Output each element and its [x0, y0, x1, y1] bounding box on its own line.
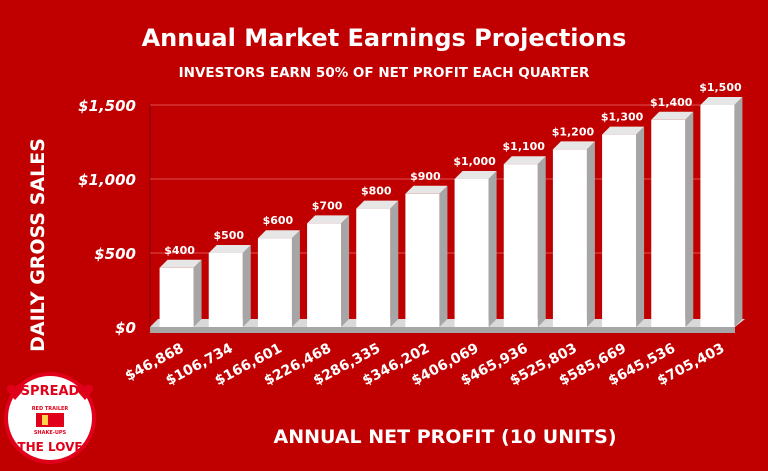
- x-axis-label: ANNUAL NET PROFIT (10 UNITS): [273, 426, 616, 448]
- bar-front: [454, 179, 489, 327]
- data-label: $1,500: [699, 81, 742, 94]
- logo-heart-right-icon: [76, 384, 94, 400]
- bar-front: [602, 134, 637, 327]
- bar: [503, 156, 546, 327]
- y-axis-label: DAILY GROSS SALES: [27, 138, 49, 352]
- bar-top: [208, 245, 251, 253]
- bar-front: [405, 193, 440, 327]
- bar-front: [208, 253, 243, 327]
- y-tick-label: $0: [115, 319, 136, 337]
- bar: [552, 141, 595, 327]
- bar-side: [636, 126, 645, 327]
- bar-side: [193, 259, 202, 327]
- bar-front: [257, 238, 292, 327]
- bar-side: [537, 156, 546, 327]
- data-label: $700: [312, 199, 343, 212]
- y-tick-label: $1,000: [78, 171, 136, 189]
- data-label: $1,000: [453, 155, 496, 168]
- y-tick-label: $1,500: [78, 97, 136, 115]
- chart-floor: [150, 319, 745, 333]
- x-axis-ticks: $46,868$106,734$166,601$226,468$286,335$…: [123, 340, 728, 389]
- data-label: $400: [164, 244, 195, 257]
- bar-front: [552, 149, 587, 327]
- bar-top: [503, 156, 546, 165]
- bar-top: [405, 185, 448, 194]
- logo-trailer-window-icon: [42, 415, 48, 425]
- bar-top: [307, 215, 350, 224]
- data-label: $500: [213, 229, 244, 242]
- bar-side: [390, 200, 399, 327]
- floor-top: [150, 319, 745, 327]
- data-label: $1,300: [601, 111, 644, 124]
- bar-top: [257, 230, 300, 239]
- chart-subtitle: INVESTORS EARN 50% OF NET PROFIT EACH QU…: [179, 65, 590, 81]
- logo-inner-top: RED TRAILER: [32, 406, 69, 412]
- bar-front: [356, 208, 391, 327]
- bar: [602, 126, 645, 327]
- bar-top: [602, 126, 645, 135]
- data-label: $800: [361, 185, 392, 198]
- bar-side: [586, 141, 595, 327]
- bar: [208, 245, 251, 327]
- floor-front: [150, 327, 735, 333]
- data-labels: $400 $500 $600 $700 $800 $900 $1,000 $1,100 $1,2…: [164, 81, 742, 257]
- bar: [700, 97, 743, 327]
- bar-top: [700, 97, 743, 105]
- bar-side: [685, 111, 694, 327]
- bar-top: [159, 259, 202, 268]
- bar-top: [552, 141, 595, 150]
- bar: [257, 230, 300, 327]
- bar-front: [700, 105, 735, 327]
- logo-text-top: SPREAD: [21, 384, 80, 399]
- bar: [307, 215, 350, 327]
- bar-front: [503, 164, 538, 327]
- y-axis-ticks: $0 $500 $1,000 $1,500: [78, 97, 136, 337]
- bars: [159, 97, 743, 327]
- logo-trailer-icon: [36, 413, 64, 427]
- bar-side: [439, 185, 448, 327]
- bar: [405, 185, 448, 327]
- chart-title: Annual Market Earnings Projections: [142, 24, 627, 52]
- logo-text-bottom: THE LOVE: [17, 440, 82, 454]
- data-label: $600: [263, 214, 294, 227]
- bar-side: [242, 245, 251, 327]
- y-tick-label: $500: [94, 245, 136, 263]
- bar-side: [488, 171, 497, 327]
- data-label: $1,100: [503, 140, 546, 153]
- bar-front: [159, 267, 194, 327]
- bar-top: [651, 111, 694, 120]
- logo-heart-left-icon: [6, 384, 24, 400]
- bar: [356, 200, 399, 327]
- data-label: $1,200: [552, 125, 595, 138]
- data-label: $900: [410, 170, 441, 183]
- bar-side: [291, 230, 300, 327]
- bar-top: [356, 200, 399, 209]
- bar: [159, 259, 202, 327]
- spread-the-love-logo: SPREAD RED TRAILER SHAKE-UPS THE LOVE: [4, 372, 96, 464]
- bar: [454, 171, 497, 327]
- bar-side: [734, 97, 743, 327]
- bar-top: [454, 171, 497, 179]
- bar-front: [307, 223, 342, 327]
- bar: [651, 111, 694, 327]
- bar-side: [341, 215, 350, 327]
- data-label: $1,400: [650, 96, 693, 109]
- logo-inner-bottom: SHAKE-UPS: [34, 430, 67, 436]
- bar-front: [651, 119, 686, 327]
